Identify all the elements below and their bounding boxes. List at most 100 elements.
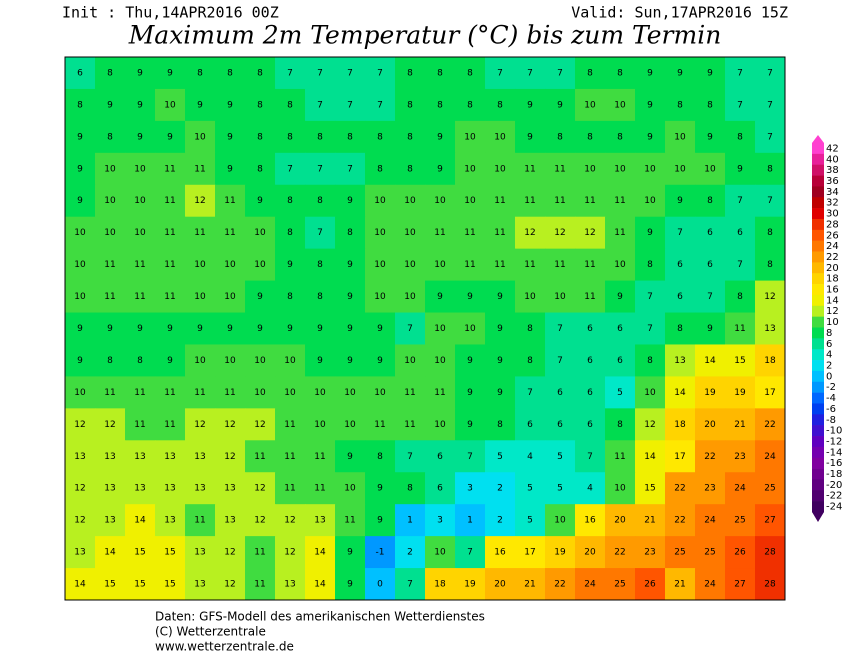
temperature-value: 12: [74, 484, 85, 494]
temperature-cell: [425, 344, 456, 377]
temperature-cell: [575, 312, 606, 345]
temperature-cell: [275, 440, 306, 473]
temperature-value: 7: [467, 452, 473, 462]
temperature-cell: [545, 280, 576, 314]
temperature-cell: [575, 472, 606, 505]
temperature-value: 12: [224, 420, 235, 430]
temperature-cell: [605, 184, 636, 218]
temperature-cell: [185, 568, 216, 601]
temperature-value: 8: [767, 260, 773, 270]
temperature-value: 24: [584, 580, 596, 590]
colorbar-label: -12: [826, 436, 842, 447]
temperature-value: 10: [584, 100, 596, 110]
temperature-cell: [545, 376, 576, 409]
colorbar-cell: [812, 501, 824, 513]
temperature-cell: [605, 440, 636, 473]
temperature-cell: [125, 536, 156, 569]
temperature-value: 19: [464, 580, 476, 590]
temperature-cell: [605, 280, 636, 314]
temperature-value: 9: [347, 452, 353, 462]
temperature-value: 15: [164, 580, 175, 590]
temperature-value: 9: [617, 292, 623, 302]
temperature-cell: [155, 216, 186, 250]
temperature-cell: [215, 472, 246, 505]
temperature-value: 10: [224, 292, 236, 302]
temperature-cell: [485, 280, 516, 314]
temperature-cell: [245, 152, 276, 186]
temperature-cell: [755, 376, 786, 409]
temperature-value: 8: [287, 132, 293, 142]
temperature-value: 12: [74, 420, 85, 430]
temperature-cell: [755, 312, 786, 345]
temperature-cell: [395, 440, 426, 473]
temperature-cell: [575, 568, 606, 601]
temperature-value: 12: [254, 484, 265, 494]
temperature-value: 12: [224, 580, 235, 590]
temperature-cell: [275, 408, 306, 441]
temperature-cell: [215, 216, 246, 250]
temperature-value: 8: [767, 164, 773, 174]
colorbar-label: 12: [826, 306, 839, 317]
temperature-value: 8: [437, 100, 443, 110]
temperature-value: 10: [194, 356, 206, 366]
temperature-cell: [185, 504, 216, 537]
temperature-cell: [335, 248, 366, 282]
temperature-cell: [155, 88, 186, 122]
temperature-value: 10: [554, 292, 566, 302]
temperature-cell: [335, 57, 366, 90]
temperature-value: 16: [494, 548, 506, 558]
temperature-value: 20: [614, 516, 626, 526]
temperature-value: 11: [494, 196, 505, 206]
temperature-value: 23: [704, 484, 715, 494]
temperature-value: 7: [557, 324, 563, 334]
colorbar-cell: [812, 414, 824, 426]
temperature-value: 8: [617, 132, 623, 142]
temperature-value: 13: [314, 516, 325, 526]
temperature-cell: [485, 440, 516, 473]
temperature-value: 8: [437, 68, 443, 78]
temperature-value: 8: [257, 132, 263, 142]
temperature-cell: [545, 344, 576, 377]
temperature-cell: [635, 504, 666, 537]
temperature-cell: [665, 440, 696, 473]
temperature-cell: [545, 152, 576, 186]
temperature-cell: [425, 88, 456, 122]
temperature-value: 10: [434, 420, 446, 430]
temperature-cell: [635, 88, 666, 122]
temperature-cell: [545, 440, 576, 473]
colorbar-label: 10: [826, 317, 839, 328]
footer-source: Daten: GFS-Modell des amerikanischen Wet…: [155, 610, 485, 624]
temperature-value: 7: [647, 324, 653, 334]
temperature-cell: [365, 57, 396, 90]
temperature-value: 11: [464, 228, 475, 238]
temperature-value: 13: [134, 484, 145, 494]
temperature-value: 9: [737, 164, 743, 174]
temperature-cell: [245, 344, 276, 377]
colorbar-label: 8: [826, 328, 832, 339]
temperature-value: 9: [647, 228, 653, 238]
temperature-cell: [335, 472, 366, 505]
temperature-cell: [665, 152, 696, 186]
temperature-value: 7: [407, 580, 413, 590]
temperature-value: 14: [674, 388, 686, 398]
temperature-value: 12: [194, 196, 205, 206]
temperature-value: 7: [767, 196, 773, 206]
temperature-value: 11: [584, 260, 595, 270]
temperature-value: 16: [584, 516, 596, 526]
temperature-value: 6: [707, 228, 713, 238]
temperature-value: 6: [527, 420, 533, 430]
temperature-value: 13: [224, 484, 235, 494]
temperature-value: 7: [737, 100, 743, 110]
temperature-value: 11: [344, 516, 355, 526]
temperature-value: 12: [104, 420, 115, 430]
temperature-value: 7: [527, 388, 533, 398]
temperature-cell: [185, 88, 216, 122]
colorbar-label: 32: [826, 198, 839, 209]
temperature-value: 22: [554, 580, 565, 590]
temperature-cell: [725, 536, 756, 569]
temperature-value: 8: [527, 356, 533, 366]
temperature-cell: [155, 472, 186, 505]
temperature-value: 10: [644, 388, 656, 398]
temperature-value: 12: [74, 516, 85, 526]
temperature-cell: [605, 408, 636, 441]
